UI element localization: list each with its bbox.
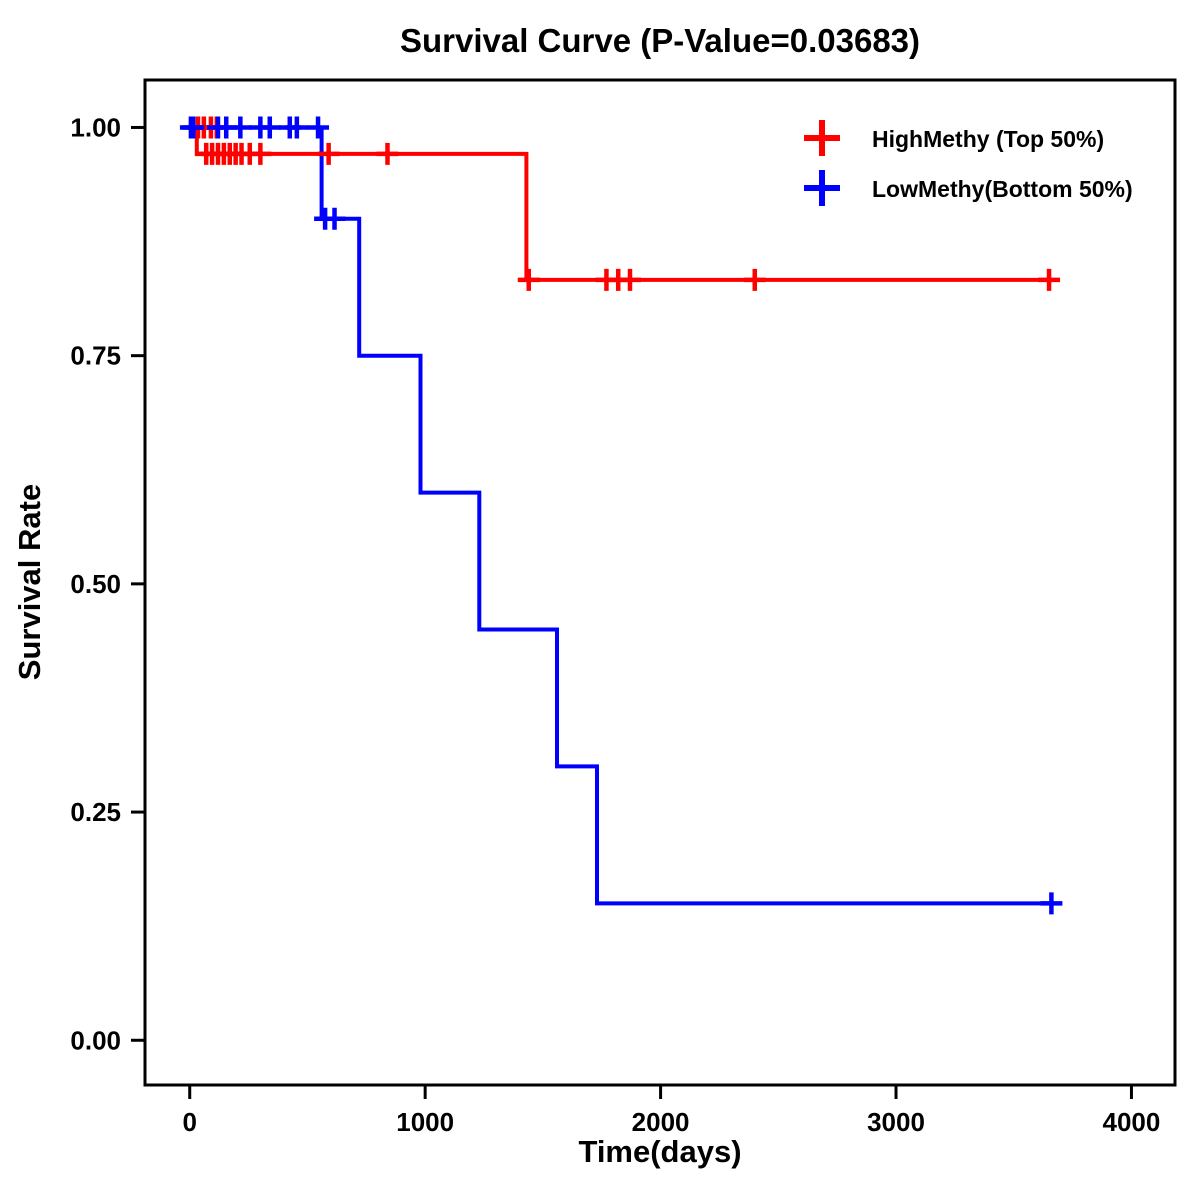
legend-label-lowmethy: LowMethy(Bottom 50%) bbox=[872, 176, 1133, 202]
censor-mark-lowmethy bbox=[307, 116, 330, 139]
y-tick-label: 0.75 bbox=[70, 341, 121, 371]
y-tick-label: 0.50 bbox=[70, 569, 121, 599]
censor-mark-lowmethy bbox=[182, 116, 205, 139]
censor-mark-highmethy bbox=[743, 268, 766, 291]
censor-mark-lowmethy bbox=[258, 116, 281, 139]
censor-layer bbox=[179, 116, 1063, 915]
legend-entry-lowmethy: LowMethy(Bottom 50%) bbox=[804, 170, 1133, 206]
censor-mark-highmethy bbox=[376, 142, 399, 165]
legend-label-highmethy: HighMethy (Top 50%) bbox=[872, 126, 1104, 152]
y-tick-label: 1.00 bbox=[70, 112, 121, 142]
y-tick-label: 0.25 bbox=[70, 797, 121, 827]
legend: HighMethy (Top 50%) LowMethy(Bottom 50%) bbox=[804, 120, 1133, 206]
x-tick-label: 4000 bbox=[1103, 1107, 1161, 1137]
censor-mark-lowmethy bbox=[285, 116, 308, 139]
x-tick-label: 1000 bbox=[396, 1107, 454, 1137]
legend-entry-highmethy: HighMethy (Top 50%) bbox=[804, 120, 1104, 156]
x-tick-label: 3000 bbox=[867, 1107, 925, 1137]
censor-mark-highmethy bbox=[249, 142, 272, 165]
censor-mark-highmethy bbox=[517, 268, 540, 291]
chart-title: Survival Curve (P-Value=0.03683) bbox=[400, 22, 920, 59]
y-tick-label: 0.00 bbox=[70, 1025, 121, 1055]
censor-mark-highmethy bbox=[317, 142, 340, 165]
plot-border bbox=[143, 78, 1177, 1087]
lowmethy-plus-icon bbox=[804, 170, 840, 206]
x-tick-label: 2000 bbox=[632, 1107, 690, 1137]
censor-mark-lowmethy bbox=[229, 116, 252, 139]
y-axis: 0.00 0.25 0.50 0.75 1.00 bbox=[70, 112, 145, 1055]
x-axis-label: Time(days) bbox=[578, 1134, 741, 1169]
censor-mark-lowmethy bbox=[1040, 892, 1063, 915]
censor-mark-lowmethy bbox=[323, 207, 346, 230]
censor-mark-highmethy bbox=[1038, 268, 1061, 291]
y-axis-label: Survival Rate bbox=[12, 484, 47, 680]
censor-mark-highmethy bbox=[618, 268, 641, 291]
x-axis: 0 1000 2000 3000 4000 bbox=[182, 1085, 1160, 1137]
highmethy-plus-icon bbox=[804, 120, 840, 156]
x-tick-label: 0 bbox=[182, 1107, 196, 1137]
